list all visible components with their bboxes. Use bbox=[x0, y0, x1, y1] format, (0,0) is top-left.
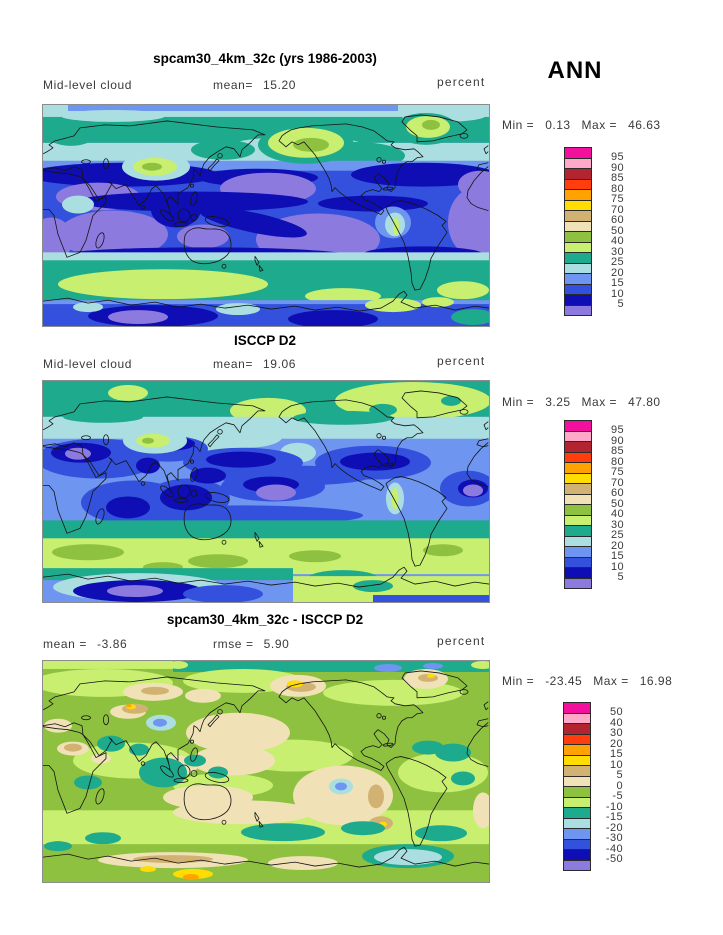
colorbar-label: -30 bbox=[605, 832, 623, 844]
mean-value: -3.86 bbox=[96, 637, 128, 651]
mean-value: 19.06 bbox=[263, 357, 297, 371]
colorbar-label: 5 bbox=[617, 298, 624, 310]
minmax-row: Min = -23.45 Max = 16.98 bbox=[502, 674, 672, 688]
minmax-row: Min = 3.25 Max = 47.80 bbox=[502, 395, 661, 409]
colorbar-label: 0 bbox=[616, 779, 623, 792]
colorbar-swatch bbox=[564, 577, 592, 589]
colorbar-label: 20 bbox=[610, 539, 624, 552]
panel-title: spcam30_4km_32c (yrs 1986-2003) bbox=[153, 51, 377, 66]
colorbar-label: -20 bbox=[605, 821, 623, 834]
colorbar-label: 20 bbox=[610, 266, 624, 279]
min-value: 0.13 bbox=[545, 118, 571, 132]
mean-stat: mean= 19.06 bbox=[213, 357, 296, 371]
colorbar-label: 75 bbox=[610, 466, 624, 478]
mean-label: mean= bbox=[213, 78, 254, 92]
variable-label: Mid-level cloud bbox=[43, 78, 133, 92]
colorbar-label: 75 bbox=[610, 193, 624, 205]
max-label: Max = bbox=[581, 118, 618, 132]
map-diff-svg bbox=[43, 661, 489, 882]
map-obs bbox=[42, 380, 490, 603]
panel-title: ISCCP D2 bbox=[233, 333, 297, 348]
max-label: Max = bbox=[593, 674, 629, 688]
colorbar-label: 95 bbox=[610, 424, 624, 436]
colorbar-label: 30 bbox=[610, 518, 624, 531]
colorbar-label: 50 bbox=[610, 497, 624, 510]
colorbar-label: 90 bbox=[610, 434, 624, 447]
colorbar-label: 40 bbox=[609, 716, 623, 729]
colorbar-label: 60 bbox=[610, 214, 624, 226]
colorbar-label: 30 bbox=[609, 727, 623, 739]
colorbar-label: 25 bbox=[610, 256, 624, 268]
colorbar-label: 30 bbox=[610, 245, 624, 258]
units-label: percent bbox=[437, 75, 486, 89]
colorbar-label: 20 bbox=[609, 737, 623, 750]
min-value: 3.25 bbox=[545, 395, 571, 409]
mean-stat: mean= 15.20 bbox=[213, 78, 296, 92]
min-label: Min = bbox=[502, 674, 535, 688]
rmse-label: rmse = bbox=[213, 637, 254, 651]
colorbar-label: -5 bbox=[612, 790, 623, 802]
units-label: percent bbox=[437, 354, 486, 368]
colorbar-label: 15 bbox=[609, 748, 623, 760]
mean-label: mean= bbox=[213, 357, 254, 371]
colorbar-label: -50 bbox=[605, 853, 623, 865]
colorbar-label: 50 bbox=[610, 224, 624, 237]
max-value: 47.80 bbox=[628, 395, 661, 409]
mean-label: mean = bbox=[43, 637, 87, 651]
colorbar-label: 40 bbox=[610, 235, 624, 247]
mean-value: 15.20 bbox=[263, 78, 297, 92]
colorbar-label: 60 bbox=[610, 487, 624, 499]
colorbar-label: -10 bbox=[605, 800, 623, 813]
colorbar-label: 25 bbox=[610, 529, 624, 541]
colorbar-label: 40 bbox=[610, 508, 624, 520]
colorbar-swatch bbox=[563, 859, 591, 871]
colorbar-label: 10 bbox=[610, 560, 624, 573]
colorbar-label: -15 bbox=[605, 811, 623, 823]
colorbar-label: -40 bbox=[605, 842, 623, 855]
colorbar-label: 5 bbox=[616, 769, 623, 781]
map-model-svg bbox=[43, 105, 489, 326]
colorbar-diff: 50 40 30 20 15 10 5 0 -5 -10 -15 -20 -30 -40 -50 bbox=[563, 702, 625, 872]
colorbar-label: 85 bbox=[610, 445, 624, 457]
mean-stat: mean = -3.86 bbox=[43, 637, 127, 651]
min-label: Min = bbox=[502, 118, 535, 132]
min-label: Min = bbox=[502, 395, 535, 409]
min-value: -23.45 bbox=[545, 674, 583, 688]
map-model bbox=[42, 104, 490, 327]
colorbar-label: 90 bbox=[610, 161, 624, 174]
colorbar-label: 70 bbox=[610, 476, 624, 489]
colorbar-label: 10 bbox=[609, 758, 623, 771]
colorbar-label: 5 bbox=[617, 571, 624, 583]
colorbar-label: 70 bbox=[610, 203, 624, 216]
minmax-row: Min = 0.13 Max = 46.63 bbox=[502, 118, 661, 132]
max-value: 46.63 bbox=[628, 118, 661, 132]
season-label: ANN bbox=[547, 57, 603, 84]
units-label: percent bbox=[437, 634, 486, 648]
variable-label: Mid-level cloud bbox=[43, 357, 133, 371]
colorbar-label: 15 bbox=[610, 277, 624, 289]
rmse-value: 5.90 bbox=[263, 637, 290, 651]
max-value: 16.98 bbox=[639, 674, 673, 688]
colorbar-label: 85 bbox=[610, 172, 624, 184]
map-diff bbox=[42, 660, 490, 883]
rmse-stat: rmse = 5.90 bbox=[213, 637, 289, 651]
colorbar-label: 80 bbox=[610, 182, 624, 195]
map-obs-svg bbox=[43, 381, 489, 602]
colorbar-swatch bbox=[564, 304, 592, 316]
colorbar-obs: 95 90 85 80 75 70 60 50 40 30 25 20 15 10 5 bbox=[564, 420, 626, 590]
colorbar-label: 50 bbox=[609, 706, 623, 718]
colorbar-model: 95 90 85 80 75 70 60 50 40 30 25 20 15 10 5 bbox=[564, 147, 626, 317]
panel-title: spcam30_4km_32c - ISCCP D2 bbox=[166, 612, 364, 627]
colorbar-label: 80 bbox=[610, 455, 624, 468]
colorbar-label: 15 bbox=[610, 550, 624, 562]
max-label: Max = bbox=[581, 395, 618, 409]
colorbar-label: 10 bbox=[610, 287, 624, 300]
colorbar-label: 95 bbox=[610, 151, 624, 163]
